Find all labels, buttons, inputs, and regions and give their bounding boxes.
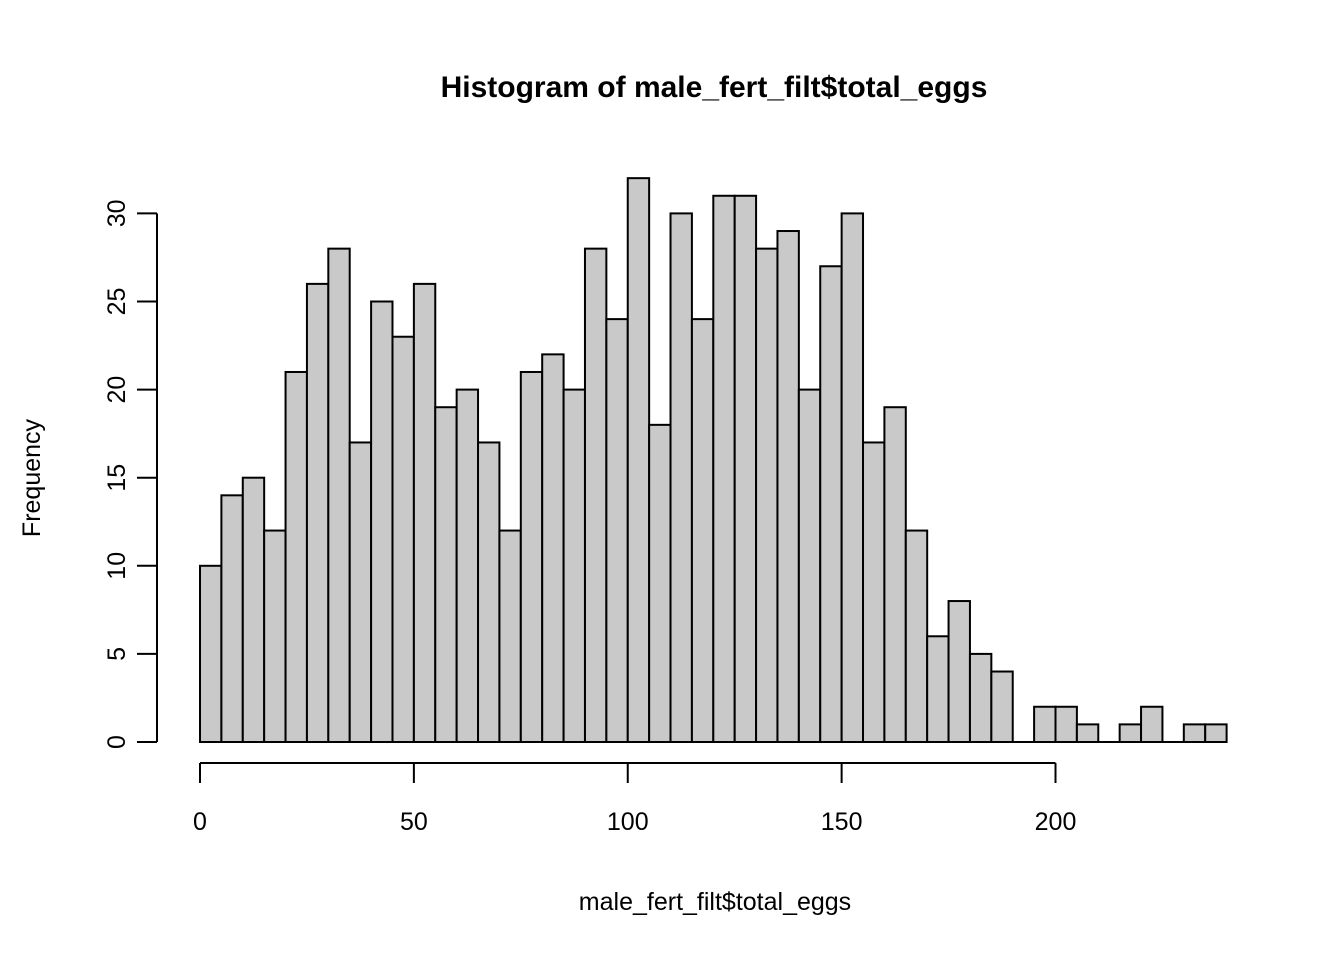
histogram-bar — [1075, 723, 1100, 744]
histogram-bar — [455, 388, 480, 743]
y-axis: 0 5 10 15 20 25 30 — [103, 199, 158, 749]
histogram-bar — [669, 212, 693, 743]
histogram-bar — [305, 282, 330, 743]
x-tick-label: 150 — [821, 808, 863, 836]
histogram-bar — [1204, 723, 1228, 744]
x-axis: 0 50 100 150 200 — [193, 762, 1077, 836]
histogram-bar — [904, 529, 929, 743]
x-tick-label: 200 — [1035, 808, 1077, 836]
histogram-bar — [733, 194, 758, 743]
histogram-bar — [263, 529, 287, 743]
histogram-bar — [220, 494, 244, 743]
histogram-bar — [819, 265, 843, 743]
y-tick-label: 20 — [103, 376, 131, 404]
y-tick-label: 30 — [103, 199, 131, 227]
histogram-bar — [498, 529, 522, 743]
histogram-bar — [199, 564, 223, 743]
histogram-bar — [1033, 705, 1057, 744]
histogram-bar — [883, 406, 907, 743]
histogram-bar — [755, 247, 779, 743]
y-tick-label: 0 — [103, 735, 131, 749]
x-tick-label: 50 — [400, 808, 428, 836]
histogram-bar — [391, 335, 415, 743]
histogram-bar — [412, 282, 437, 743]
y-axis-label: Frequency — [18, 418, 46, 537]
histogram-bar — [477, 441, 501, 743]
histogram-bar — [1118, 723, 1143, 744]
histogram-bar — [648, 423, 672, 743]
histogram-bar — [990, 670, 1014, 744]
x-axis-label: male_fert_filt$total_eggs — [579, 888, 851, 916]
histogram-bar — [840, 212, 865, 743]
y-tick-label: 5 — [103, 647, 131, 661]
histogram-bar — [434, 406, 458, 743]
histogram-bar — [926, 635, 950, 744]
histogram-bar — [370, 300, 394, 743]
histogram-bar — [348, 441, 373, 743]
histogram-bar — [605, 318, 629, 743]
histogram-bar — [583, 247, 608, 743]
histogram-bar — [1054, 705, 1078, 744]
y-tick-label: 25 — [103, 288, 131, 316]
bars-group — [199, 177, 1228, 744]
histogram-bar — [626, 177, 651, 744]
histogram-bar — [562, 388, 586, 743]
histogram-bar — [519, 370, 544, 743]
x-tick-label: 0 — [193, 808, 207, 836]
histogram-bar — [241, 476, 266, 743]
histogram-bar — [968, 652, 993, 744]
x-tick-label: 100 — [607, 808, 649, 836]
histogram-bar — [690, 318, 715, 743]
histogram-bar — [947, 600, 971, 743]
histogram-bar — [776, 230, 800, 744]
histogram-bar — [1140, 705, 1164, 744]
y-tick-label: 10 — [103, 552, 131, 580]
histogram-bar — [541, 353, 565, 743]
histogram-bar — [284, 370, 308, 743]
histogram-bar — [327, 247, 351, 743]
histogram-bar — [1182, 723, 1207, 744]
histogram-bar — [712, 194, 736, 743]
y-tick-label: 15 — [103, 464, 131, 492]
histogram-bar — [862, 441, 886, 743]
chart-title: Histogram of male_fert_filt$total_eggs — [441, 71, 988, 104]
histogram-bar — [797, 388, 822, 743]
